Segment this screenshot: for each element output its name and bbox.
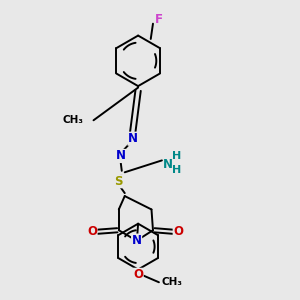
Text: CH₃: CH₃ — [162, 277, 183, 287]
Text: O: O — [87, 225, 97, 238]
Text: CH₃: CH₃ — [62, 115, 83, 125]
Text: N: N — [132, 234, 142, 247]
Text: N: N — [163, 158, 173, 171]
Text: F: F — [155, 13, 163, 26]
Text: O: O — [133, 268, 143, 281]
Text: S: S — [115, 175, 123, 188]
Text: H: H — [172, 151, 182, 161]
Text: N: N — [116, 149, 126, 162]
Text: N: N — [128, 132, 138, 145]
Text: H: H — [172, 165, 182, 175]
Text: O: O — [173, 225, 183, 238]
